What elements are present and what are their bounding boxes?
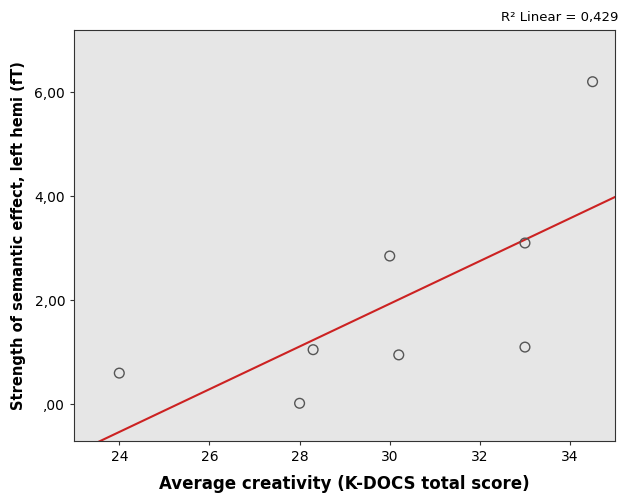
Point [394,351,404,359]
Point [294,399,304,407]
Point [587,78,598,86]
Point [520,343,530,351]
Text: R² Linear = 0,429: R² Linear = 0,429 [501,11,618,24]
Y-axis label: Strength of semantic effect, left hemi (fT): Strength of semantic effect, left hemi (… [11,61,26,410]
Point [308,346,318,354]
Point [520,239,530,247]
Point [385,252,395,260]
X-axis label: Average creativity (K-DOCS total score): Average creativity (K-DOCS total score) [159,475,530,493]
Point [114,369,125,377]
